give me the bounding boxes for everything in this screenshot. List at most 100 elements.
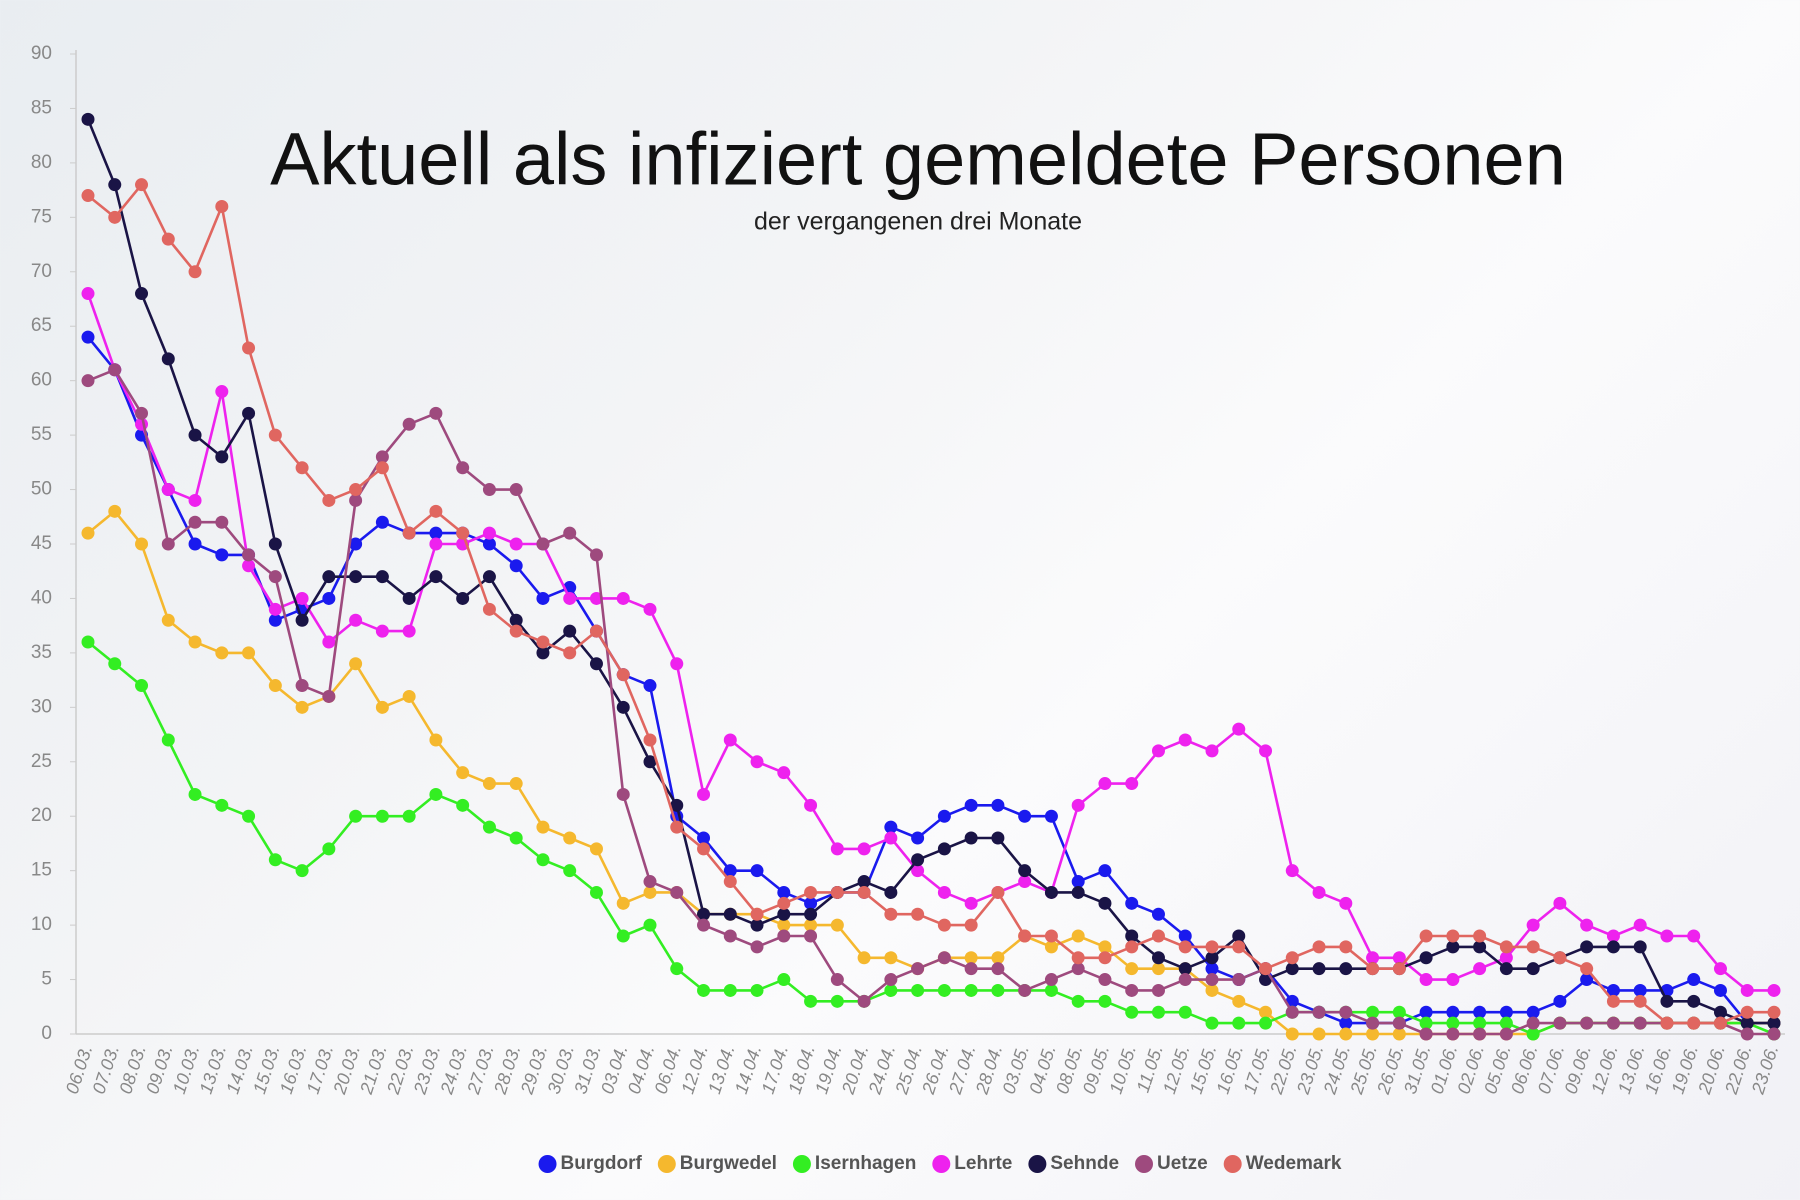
data-point [1044, 885, 1058, 899]
data-point [1232, 940, 1246, 954]
data-point [1312, 885, 1326, 899]
data-point [1633, 994, 1647, 1008]
data-point [1392, 962, 1406, 976]
data-point [1125, 929, 1139, 943]
data-point [1098, 896, 1112, 910]
data-point [1151, 1005, 1165, 1019]
legend-marker [1223, 1155, 1242, 1173]
data-point [991, 962, 1005, 976]
data-point [1125, 940, 1139, 954]
data-point [188, 537, 202, 551]
data-point [1205, 744, 1219, 758]
data-point [1098, 777, 1112, 791]
data-point [188, 635, 202, 649]
data-point [1259, 744, 1273, 758]
data-point [1419, 929, 1433, 943]
data-point [456, 766, 470, 780]
data-point [1125, 896, 1139, 910]
data-point [563, 591, 577, 605]
y-tick-label: 40 [31, 587, 52, 608]
data-point [1259, 1005, 1273, 1019]
data-point [1687, 973, 1701, 987]
data-point [697, 983, 711, 997]
data-point [161, 537, 175, 551]
y-tick-label: 25 [31, 751, 52, 772]
data-point [429, 537, 443, 551]
data-point [830, 973, 844, 987]
data-point [482, 777, 496, 791]
data-point [750, 918, 764, 932]
data-point [1366, 1005, 1380, 1019]
data-point [456, 461, 470, 475]
data-point [937, 842, 951, 856]
data-point [1473, 1027, 1487, 1041]
data-point [242, 559, 256, 573]
data-point [670, 820, 684, 834]
data-point [482, 602, 496, 616]
data-point [1446, 940, 1460, 954]
data-point [536, 853, 550, 867]
data-point [884, 983, 898, 997]
data-point [884, 907, 898, 921]
data-point [1178, 733, 1192, 747]
data-point [750, 940, 764, 954]
data-point [349, 493, 363, 507]
data-point [81, 330, 95, 344]
y-tick-label: 70 [31, 261, 52, 282]
data-point [108, 178, 122, 192]
y-tick-label: 75 [31, 206, 52, 227]
data-point [1553, 994, 1567, 1008]
data-point [375, 624, 389, 638]
data-point [1526, 1005, 1540, 1019]
data-point [1499, 1027, 1513, 1041]
data-point [1499, 1016, 1513, 1030]
data-point [1580, 973, 1594, 987]
data-point [1044, 809, 1058, 823]
data-point [1312, 1027, 1326, 1041]
data-point [242, 406, 256, 420]
data-point [1473, 929, 1487, 943]
y-tick-label: 20 [31, 805, 52, 826]
data-point [697, 907, 711, 921]
data-point [964, 896, 978, 910]
data-point [616, 668, 630, 682]
data-point [1526, 918, 1540, 932]
data-point [1044, 973, 1058, 987]
data-point [643, 733, 657, 747]
data-point [830, 918, 844, 932]
data-point [670, 885, 684, 899]
data-point [1366, 1016, 1380, 1030]
data-point [1339, 1027, 1353, 1041]
data-point [723, 983, 737, 997]
data-point [1473, 1016, 1487, 1030]
data-point [1606, 929, 1620, 943]
data-point [215, 548, 229, 562]
data-point [1606, 994, 1620, 1008]
data-point [1125, 962, 1139, 976]
data-point [589, 624, 603, 638]
data-point [1446, 973, 1460, 987]
data-point [1446, 1005, 1460, 1019]
data-point [964, 962, 978, 976]
data-point [884, 885, 898, 899]
data-point [215, 646, 229, 660]
data-point [135, 178, 149, 192]
data-point [268, 537, 282, 551]
data-point [1098, 864, 1112, 878]
data-point [161, 483, 175, 497]
data-point [349, 537, 363, 551]
data-point [81, 374, 95, 388]
data-point [1392, 1005, 1406, 1019]
data-point [1633, 940, 1647, 954]
series-line [87, 640, 1775, 1036]
data-point [295, 461, 309, 475]
data-point [911, 853, 925, 867]
data-point [509, 624, 523, 638]
data-point [1285, 864, 1299, 878]
data-point [349, 657, 363, 671]
data-point [482, 526, 496, 540]
data-point [670, 798, 684, 812]
data-point [1687, 994, 1701, 1008]
legend-item: Wedemark [1223, 1153, 1342, 1174]
series-line [86, 293, 1774, 992]
